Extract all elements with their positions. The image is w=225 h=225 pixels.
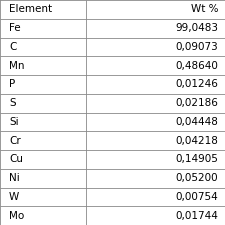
Text: Si: Si xyxy=(9,117,19,127)
Text: Ni: Ni xyxy=(9,173,20,183)
Text: C: C xyxy=(9,42,16,52)
Bar xyxy=(86,0,225,19)
Text: 0,01744: 0,01744 xyxy=(175,211,218,221)
Text: W: W xyxy=(9,192,19,202)
Bar xyxy=(86,19,225,38)
Bar xyxy=(86,169,225,187)
Text: 0,01246: 0,01246 xyxy=(175,79,218,89)
Bar xyxy=(0,38,86,56)
Text: 0,14905: 0,14905 xyxy=(175,154,218,164)
Bar xyxy=(0,0,86,19)
Bar xyxy=(0,150,86,169)
Text: Element: Element xyxy=(9,4,52,14)
Text: 0,00754: 0,00754 xyxy=(176,192,218,202)
Bar xyxy=(86,56,225,75)
Text: 0,02186: 0,02186 xyxy=(175,98,218,108)
Bar xyxy=(86,94,225,112)
Text: Fe: Fe xyxy=(9,23,21,33)
Text: 0,04218: 0,04218 xyxy=(175,136,218,146)
Bar xyxy=(86,75,225,94)
Bar xyxy=(0,187,86,206)
Text: Mn: Mn xyxy=(9,61,25,71)
Bar xyxy=(86,150,225,169)
Bar xyxy=(0,112,86,131)
Bar xyxy=(86,131,225,150)
Text: 0,48640: 0,48640 xyxy=(175,61,218,71)
Text: 0,04448: 0,04448 xyxy=(175,117,218,127)
Bar xyxy=(0,206,86,225)
Text: S: S xyxy=(9,98,16,108)
Bar xyxy=(86,206,225,225)
Bar xyxy=(0,94,86,112)
Text: 99,0483: 99,0483 xyxy=(175,23,218,33)
Bar xyxy=(0,75,86,94)
Text: P: P xyxy=(9,79,15,89)
Text: Wt %: Wt % xyxy=(191,4,218,14)
Bar xyxy=(0,169,86,187)
Bar xyxy=(0,19,86,38)
Bar xyxy=(0,131,86,150)
Bar xyxy=(86,38,225,56)
Text: Cr: Cr xyxy=(9,136,21,146)
Text: 0,09073: 0,09073 xyxy=(176,42,218,52)
Bar xyxy=(86,112,225,131)
Bar xyxy=(86,187,225,206)
Bar xyxy=(0,56,86,75)
Text: Cu: Cu xyxy=(9,154,23,164)
Text: Mo: Mo xyxy=(9,211,24,221)
Text: 0,05200: 0,05200 xyxy=(176,173,218,183)
